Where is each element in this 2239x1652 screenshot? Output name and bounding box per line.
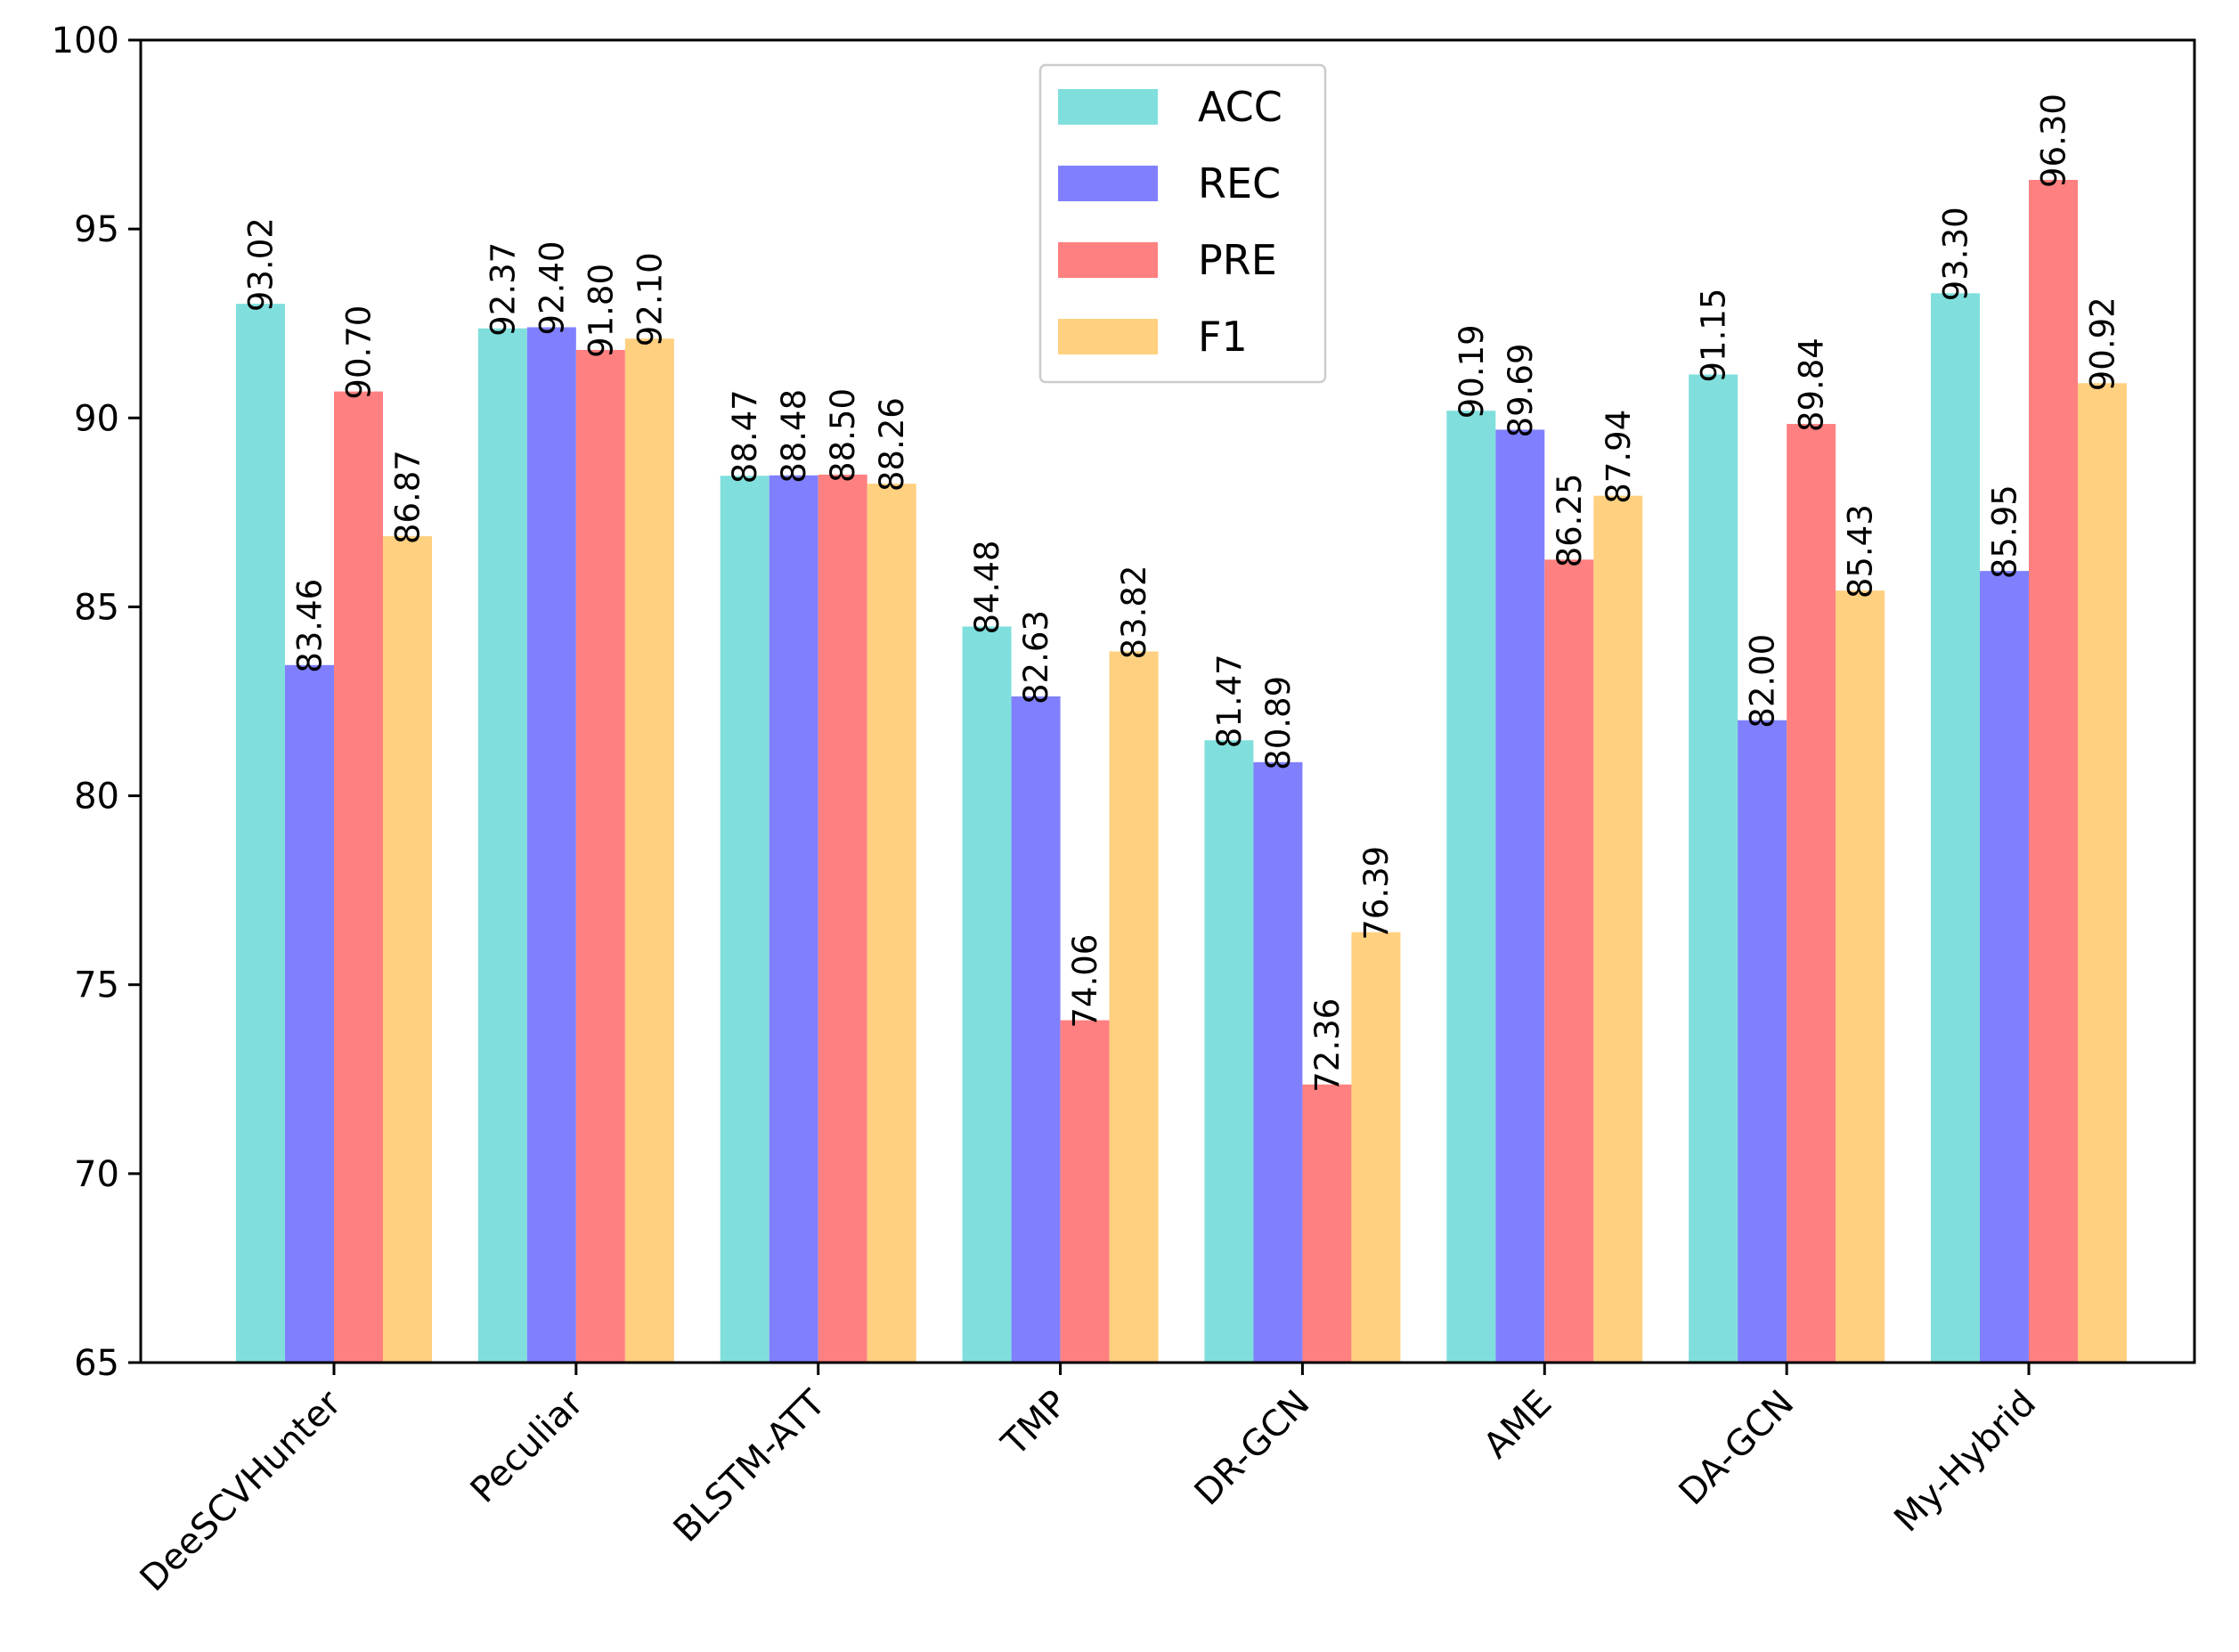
bars-layer — [236, 179, 2127, 1363]
bar-rec-tmp — [1011, 696, 1061, 1363]
data-labels-layer: 93.02 83.46 90.70 86.87 92.37 92.40 91.80 92.10… — [242, 94, 2122, 1093]
bar-pre-dr-gcn — [1302, 1084, 1352, 1363]
data-label: 80.89 — [1259, 676, 1298, 770]
data-label: 84.48 — [968, 541, 1006, 635]
legend-swatch-pre — [1058, 242, 1158, 278]
bar-pre-peculiar — [575, 349, 625, 1363]
data-label: 83.46 — [291, 579, 330, 673]
legend-label: PRE — [1198, 236, 1277, 284]
data-label: 85.43 — [1842, 504, 1880, 598]
data-label: 90.70 — [340, 305, 379, 400]
bar-acc-ame — [1446, 411, 1496, 1363]
bar-pre-tmp — [1060, 1020, 1110, 1363]
bar-f1-dr-gcn — [1351, 932, 1401, 1363]
data-label: 91.80 — [582, 264, 620, 358]
legend: ACC REC PRE F1 — [1038, 63, 1327, 384]
legend-swatch-rec — [1058, 166, 1158, 201]
bar-rec-ame — [1495, 429, 1545, 1363]
bar-acc-my-hybrid — [1931, 293, 1980, 1363]
data-label: 82.63 — [1017, 610, 1055, 704]
legend-label: F1 — [1198, 313, 1248, 361]
data-label: 87.94 — [1600, 410, 1638, 504]
bar-rec-my-hybrid — [1980, 571, 2029, 1363]
plot-frame — [139, 38, 2196, 1364]
data-label: 90.92 — [2084, 297, 2122, 391]
data-label: 91.15 — [1695, 289, 1733, 383]
bar-acc-peculiar — [477, 328, 527, 1363]
y-tick-label: 100 — [52, 20, 119, 61]
legend-label: REC — [1198, 159, 1281, 208]
data-label: 90.19 — [1453, 324, 1491, 419]
y-tick-label: 90 — [74, 398, 119, 439]
data-label: 85.95 — [1986, 484, 2024, 579]
bar-rec-dr-gcn — [1253, 761, 1303, 1363]
bar-acc-da-gcn — [1689, 374, 1738, 1363]
y-tick-label: 75 — [74, 965, 119, 1006]
bar-f1-da-gcn — [1836, 590, 1885, 1363]
data-label: 89.84 — [1793, 338, 1831, 432]
data-label: 88.48 — [775, 389, 813, 484]
bar-rec-deescvhunter — [285, 664, 334, 1363]
bar-pre-ame — [1544, 559, 1594, 1363]
bar-pre-da-gcn — [1787, 424, 1836, 1363]
bar-acc-dr-gcn — [1204, 740, 1254, 1363]
y-tick-label: 65 — [74, 1343, 119, 1384]
y-tick-label: 85 — [74, 587, 119, 628]
bar-f1-peculiar — [624, 338, 674, 1363]
bar-f1-tmp — [1109, 651, 1159, 1363]
bar-acc-blstm-att — [720, 476, 769, 1363]
data-label: 93.30 — [1937, 207, 1975, 301]
data-label: 88.50 — [824, 388, 862, 483]
data-label: 92.37 — [484, 242, 522, 337]
legend-swatch-acc — [1058, 89, 1158, 125]
bar-rec-peculiar — [526, 327, 576, 1363]
bar-f1-my-hybrid — [2078, 383, 2127, 1363]
bar-pre-my-hybrid — [2029, 179, 2078, 1363]
bar-f1-blstm-att — [867, 484, 916, 1363]
bar-pre-blstm-att — [818, 474, 867, 1363]
bar-pre-deescvhunter — [334, 391, 383, 1363]
bar-f1-deescvhunter — [383, 536, 432, 1363]
y-tick-label: 95 — [74, 209, 119, 250]
data-label: 89.69 — [1502, 344, 1540, 438]
bar-acc-tmp — [962, 626, 1012, 1363]
data-label: 82.00 — [1744, 634, 1782, 728]
data-label: 86.87 — [389, 450, 427, 544]
data-label: 92.40 — [533, 241, 571, 336]
data-label: 86.25 — [1551, 473, 1589, 567]
bar-f1-ame — [1593, 495, 1643, 1363]
data-label: 72.36 — [1308, 998, 1347, 1093]
legend-swatch-f1 — [1058, 319, 1158, 354]
bar-acc-deescvhunter — [236, 304, 285, 1363]
data-label: 88.47 — [726, 389, 764, 484]
bar-rec-da-gcn — [1738, 720, 1787, 1363]
y-tick-label: 70 — [74, 1154, 119, 1195]
legend-box — [1038, 63, 1327, 384]
bar-rec-blstm-att — [769, 475, 818, 1363]
data-label: 76.39 — [1357, 846, 1396, 940]
data-label: 93.02 — [242, 217, 281, 312]
data-label: 96.30 — [2035, 94, 2073, 188]
data-label: 88.26 — [873, 397, 911, 492]
data-label: 74.06 — [1066, 934, 1104, 1029]
legend-label: ACC — [1198, 83, 1282, 131]
y-tick-label: 80 — [74, 777, 119, 818]
data-label: 92.10 — [631, 252, 669, 346]
data-label: 83.82 — [1115, 566, 1153, 660]
y-axis: 65 70 75 80 85 90 95 100 — [52, 20, 141, 1384]
data-label: 81.47 — [1210, 654, 1249, 748]
